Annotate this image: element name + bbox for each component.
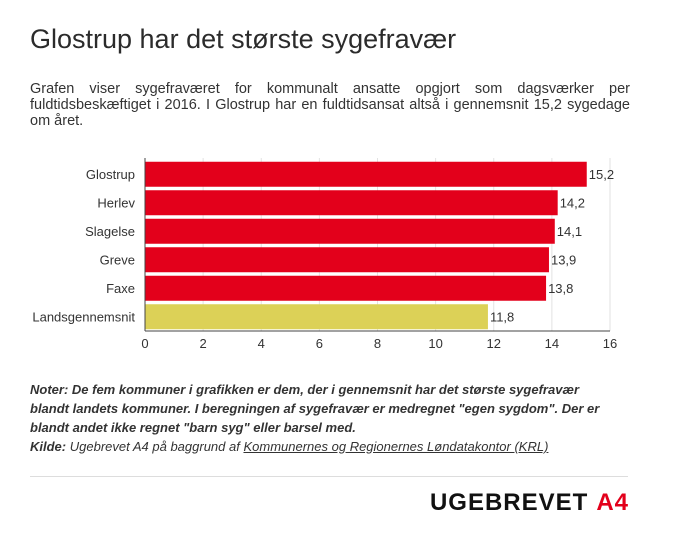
category-label: Glostrup	[86, 167, 135, 182]
bar	[145, 247, 549, 273]
x-tick-label: 8	[374, 336, 381, 351]
footer-divider	[30, 476, 628, 477]
category-label: Greve	[100, 252, 135, 267]
value-label: 13,8	[548, 281, 573, 296]
x-tick-label: 10	[428, 336, 442, 351]
chart-notes: Noter: De fem kommuner i grafikken er de…	[30, 380, 620, 456]
bar	[145, 190, 558, 216]
bar	[145, 304, 488, 330]
logo-text: UGEBREVET	[429, 489, 589, 516]
category-label: Slagelse	[85, 224, 135, 239]
value-label: 15,2	[589, 167, 614, 182]
value-label: 13,9	[551, 252, 576, 267]
bar	[145, 161, 587, 187]
value-label: 14,2	[560, 195, 585, 210]
chart-title: Glostrup har det største sygefravær	[30, 24, 457, 54]
logo-a4: A4	[596, 489, 629, 516]
notes-text: Noter: De fem kommuner i grafikken er de…	[30, 382, 600, 435]
x-tick-label: 12	[487, 336, 501, 351]
x-tick-label: 0	[141, 336, 148, 351]
category-label: Herlev	[97, 195, 135, 210]
bar	[145, 218, 555, 244]
chart-subtitle: Grafen viser sygefraværet for kommunalt …	[30, 81, 630, 129]
bar	[145, 275, 547, 301]
category-label: Landsgennemsnit	[32, 309, 135, 324]
x-tick-label: 4	[258, 336, 265, 351]
ugebrevet-logo: UGEBREVET A4	[430, 489, 629, 517]
category-label: Faxe	[106, 281, 135, 296]
source-label: Kilde:	[30, 439, 67, 454]
source-link[interactable]: Kommunernes og Regionernes Løndatakontor…	[243, 439, 549, 454]
x-tick-label: 2	[200, 336, 207, 351]
x-tick-label: 6	[316, 336, 323, 351]
x-tick-label: 16	[603, 336, 617, 351]
bar-chart: 0 2 4 6 8 10 12 14 16 Glostrup 15,2 Herlev 14,2 Slage…	[32, 158, 617, 351]
source-text: Ugebrevet A4 på baggrund af	[69, 439, 240, 454]
value-label: 14,1	[557, 224, 582, 239]
value-label: 11,8	[490, 309, 514, 324]
x-tick-label: 14	[545, 336, 559, 351]
